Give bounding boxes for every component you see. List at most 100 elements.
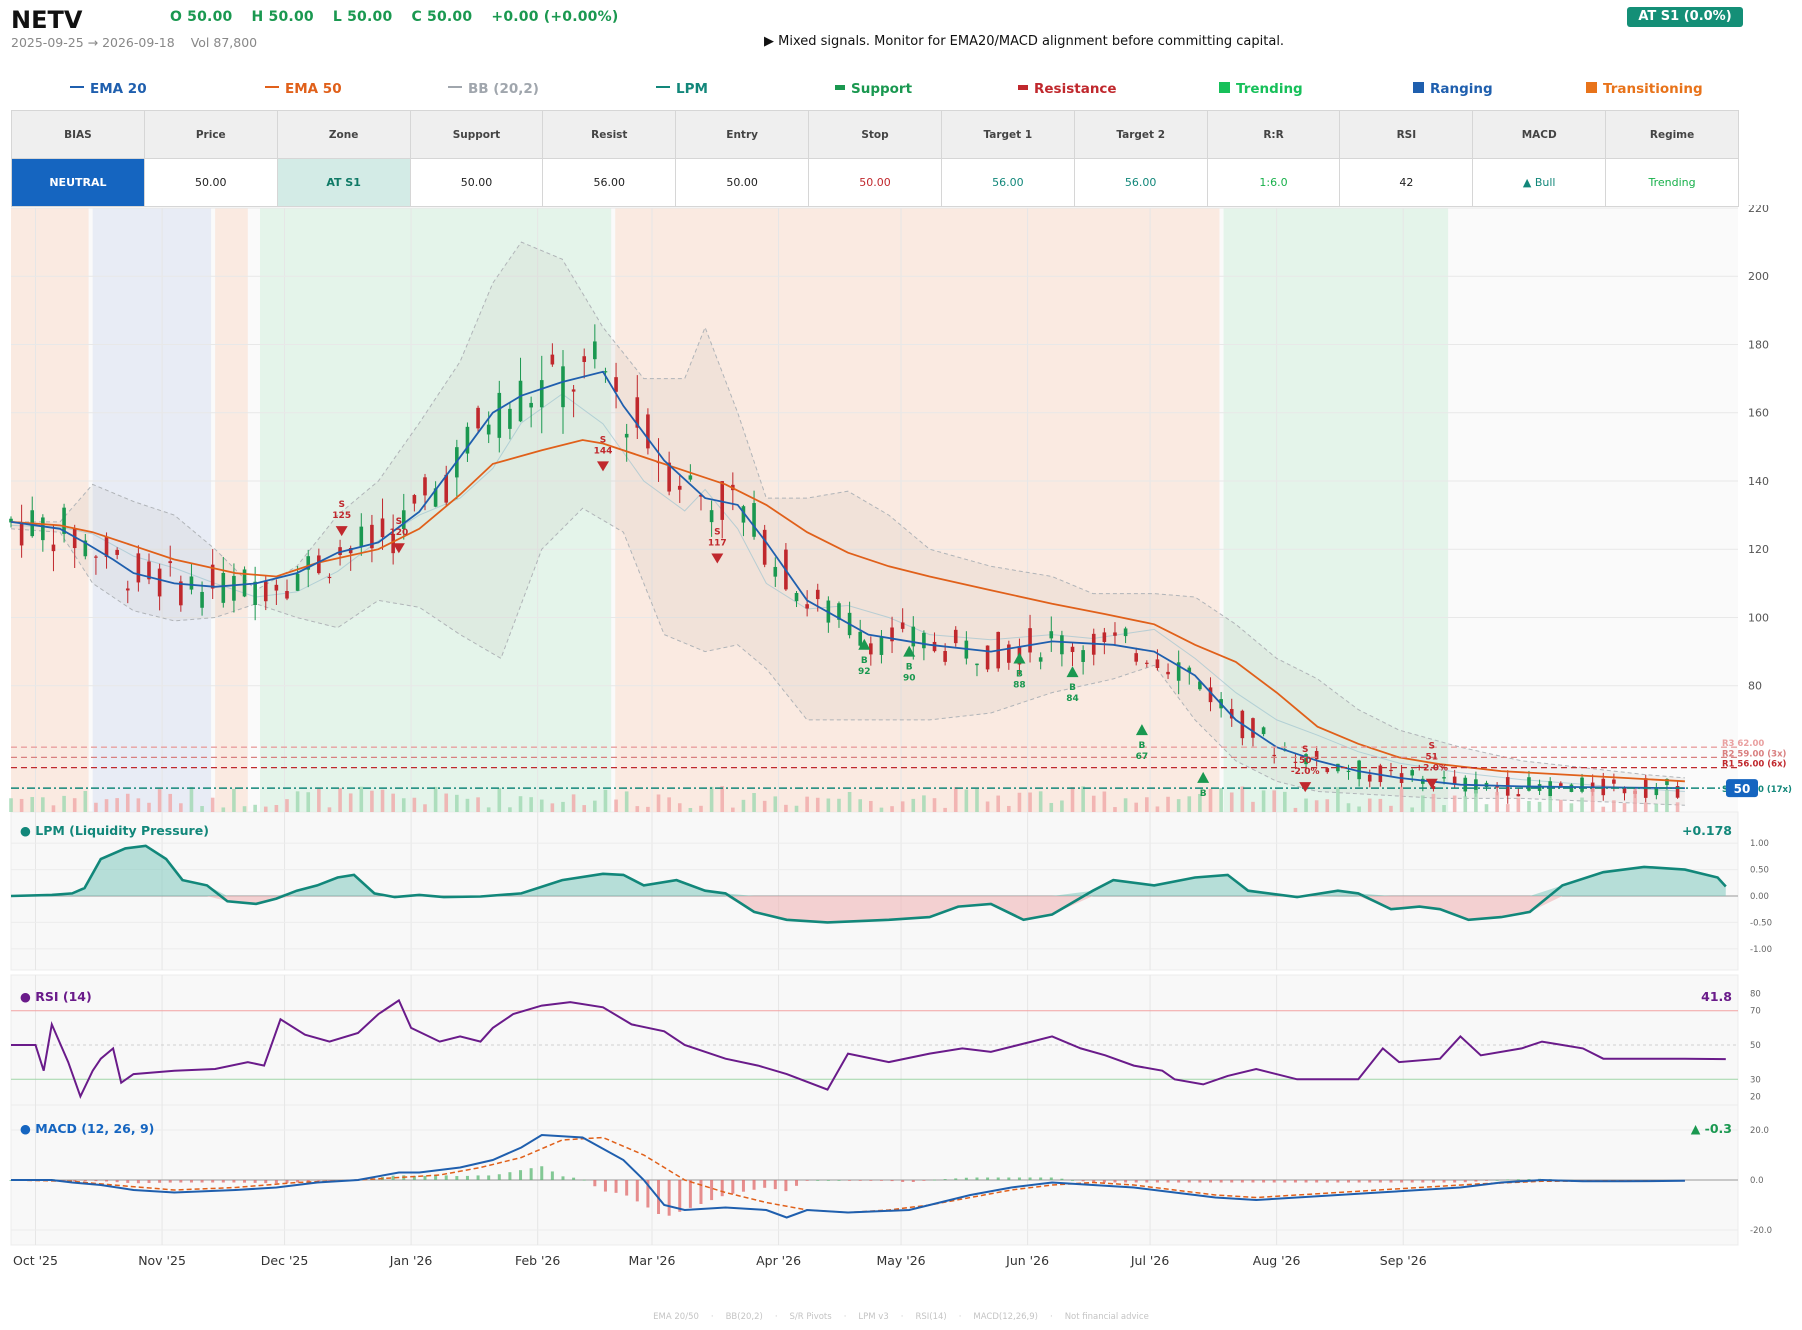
metrics-table: BIAS Price Zone Support Resist Entry Stop Targe…	[11, 110, 1739, 207]
candle-body	[232, 575, 236, 601]
macd-tick-label: 20.0	[1750, 1126, 1769, 1136]
legend-item-bb-20-2[interactable]: BB (20,2)	[448, 81, 539, 97]
volume-bar	[762, 800, 767, 812]
marker-label: S	[396, 517, 402, 527]
candle-body	[1261, 727, 1266, 735]
volume-bar	[1261, 790, 1266, 812]
price-tick-label: 80	[1748, 680, 1762, 693]
volume-bar	[699, 805, 703, 812]
marker-label: 90	[903, 674, 916, 684]
macd-hist-bar	[168, 1180, 172, 1183]
volume-bar	[1314, 800, 1319, 812]
volume-bar	[380, 789, 385, 812]
legend-label: Transitioning	[1603, 81, 1703, 97]
macd-hist-bar	[1134, 1180, 1138, 1183]
metric-value-macd: ▲ Bull	[1472, 158, 1607, 207]
candle-body	[539, 380, 544, 408]
legend-item-trending[interactable]: Trending	[1219, 81, 1303, 97]
candle-body	[571, 389, 576, 392]
level-label: R1 56.00 (6x)	[1722, 760, 1787, 770]
macd-hist-bar	[1389, 1180, 1393, 1183]
metrics-header-row: BIAS Price Zone Support Resist Entry Stop Targe…	[11, 110, 1739, 159]
last-price-label: 50	[1734, 782, 1751, 796]
legend-item-support[interactable]: Support	[835, 81, 912, 97]
legend-item-resistance[interactable]: Resistance	[1018, 81, 1117, 97]
candle-body	[1569, 784, 1574, 792]
legend-item-transitioning[interactable]: Transitioning	[1586, 81, 1703, 97]
candle-body	[550, 354, 555, 365]
volume-bar	[136, 798, 141, 812]
price-tick-label: 220	[1748, 205, 1769, 215]
legend-item-ema-20[interactable]: EMA 20	[70, 81, 147, 97]
x-tick-label: Aug '26	[1253, 1253, 1301, 1268]
volume-bar	[677, 803, 682, 812]
volume-bar	[221, 807, 226, 812]
legend-item-lpm[interactable]: LPM	[656, 81, 708, 97]
volume-bar	[1559, 799, 1563, 812]
volume-bar	[317, 788, 321, 812]
volume-bar	[1007, 805, 1011, 812]
candle-body	[253, 581, 257, 606]
macd-hist-bar	[1187, 1180, 1191, 1183]
candle-body	[306, 556, 311, 570]
footer-separator: ·	[958, 1312, 962, 1322]
volume-bar	[359, 786, 364, 812]
volume-bar	[476, 797, 480, 812]
volume-bar	[1569, 803, 1574, 812]
x-tick-label: Feb '26	[515, 1253, 560, 1268]
volume-bar	[794, 805, 799, 812]
macd-hist-bar	[826, 1180, 830, 1181]
macd-hist-bar	[1145, 1180, 1149, 1183]
volume-bar	[1060, 800, 1064, 812]
candle-body	[285, 591, 289, 599]
volume-bar	[1155, 806, 1160, 812]
macd-hist-bar	[975, 1177, 979, 1180]
candle-body	[773, 566, 778, 577]
metric-value-r-r: 1:6.0	[1206, 158, 1341, 207]
macd-hist-bar	[784, 1180, 788, 1192]
footer-note: Not financial advice	[1064, 1312, 1149, 1322]
candle-body	[1389, 769, 1393, 772]
candle-body	[1049, 631, 1054, 639]
footer-note: S/R Pivots	[789, 1312, 832, 1322]
volume-bar	[210, 797, 215, 812]
volume-bar	[1527, 801, 1531, 812]
lpm-line	[10, 844, 1727, 924]
zone-badge: AT S1 (0.0%)	[1627, 7, 1743, 27]
regime-band-trending	[1223, 208, 1449, 812]
marker-label: 144	[594, 446, 613, 456]
macd-hist-bar	[1431, 1180, 1435, 1183]
rsi-line	[11, 998, 1726, 1100]
macd-hist-bar	[1400, 1180, 1404, 1183]
candle-body	[1654, 788, 1659, 796]
marker-label: +2.0%	[1416, 764, 1449, 774]
ticker-symbol: NETV	[11, 6, 83, 34]
candle-body	[1346, 770, 1351, 772]
macd-hist-bar	[582, 1179, 586, 1181]
regime-band-trending	[260, 208, 612, 812]
volume-bar	[1612, 800, 1616, 812]
macd-hist-bar	[465, 1175, 469, 1180]
candle-body	[1612, 779, 1616, 784]
volume-bar	[1028, 792, 1032, 812]
macd-hist-bar	[264, 1180, 268, 1184]
metrics-value-row: NEUTRAL 50.00 AT S1 50.00 56.00 50.00 50.00 56.…	[11, 158, 1739, 207]
macd-hist-bar	[126, 1180, 130, 1183]
macd-hist-bar	[1336, 1180, 1340, 1183]
ohlc-close: C 50.00	[411, 9, 473, 25]
macd-hist-bar	[211, 1180, 215, 1183]
volume-bar	[1516, 797, 1521, 812]
lpm-tick-label: 0.50	[1750, 866, 1769, 876]
footer-separator: ·	[843, 1312, 847, 1322]
macd-hist-bar	[890, 1180, 894, 1182]
legend-item-ema-50[interactable]: EMA 50	[265, 81, 342, 97]
candle-body	[465, 426, 470, 454]
macd-hist-bar	[147, 1180, 151, 1184]
candle-body	[1198, 681, 1202, 690]
legend-item-ranging[interactable]: Ranging	[1413, 81, 1493, 97]
sell-marker	[1299, 782, 1312, 793]
candle-body	[1293, 761, 1298, 764]
volume-bar	[1643, 802, 1648, 812]
macd-hist-bar	[1240, 1180, 1244, 1183]
